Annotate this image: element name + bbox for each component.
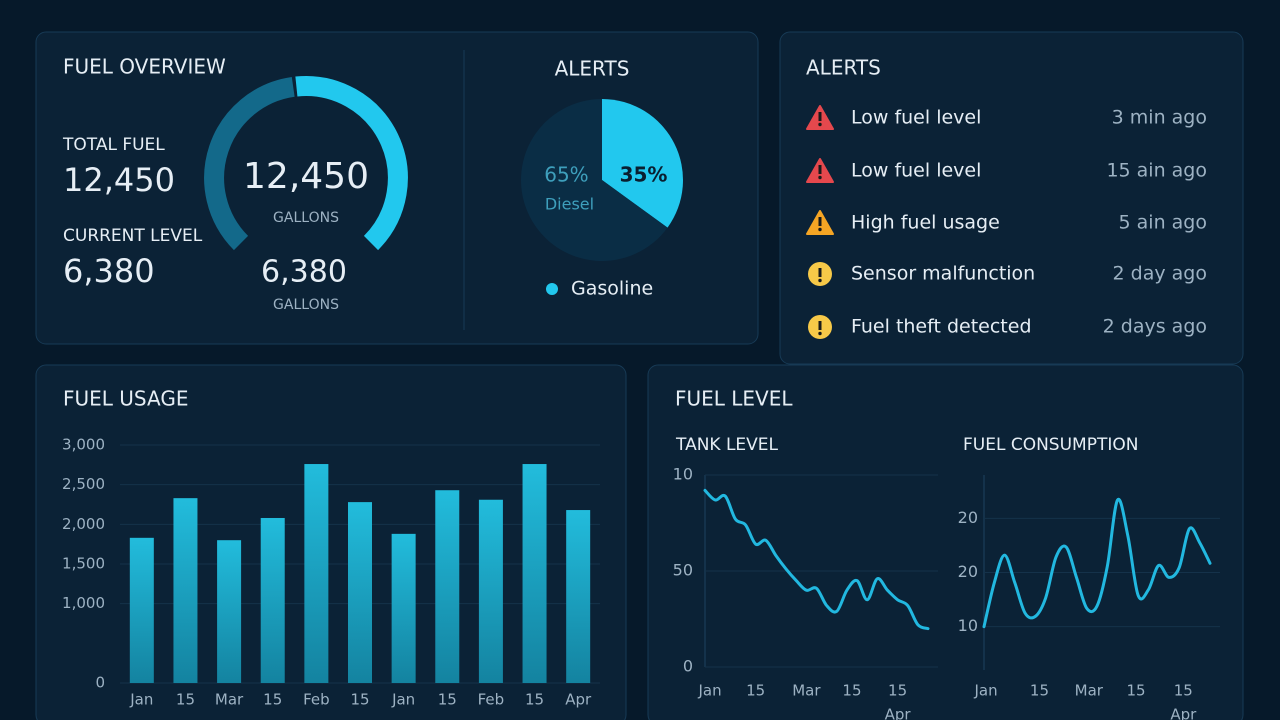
panel-title: FUEL USAGE bbox=[63, 387, 188, 411]
alert-icon-mark bbox=[818, 217, 822, 226]
stat-value: 6,380 bbox=[63, 252, 155, 290]
y-tick-label: 1,000 bbox=[62, 594, 105, 612]
x-tick-label: Apr bbox=[565, 691, 592, 709]
x-tick-label: 15 bbox=[525, 691, 544, 709]
y-tick-label: 10 bbox=[958, 616, 978, 635]
alert-icon-mark bbox=[818, 227, 822, 232]
x-tick-label: Feb bbox=[478, 691, 505, 709]
x-tick-label: Feb bbox=[303, 691, 330, 709]
alert-time: 3 min ago bbox=[1112, 107, 1207, 129]
x-tick-label: 15 bbox=[176, 691, 195, 709]
alert-text: High fuel usage bbox=[851, 212, 1000, 234]
y-tick-label: 20 bbox=[958, 562, 978, 581]
gauge-unit: GALLONS bbox=[273, 297, 339, 313]
bar bbox=[435, 490, 460, 683]
line-series bbox=[703, 488, 930, 631]
y-tick-label: 10 bbox=[673, 465, 693, 484]
gauge-sub-value: 6,380 bbox=[261, 255, 347, 290]
alert-icon-mark bbox=[818, 175, 822, 180]
bar bbox=[348, 502, 372, 683]
alert-text: Low fuel level bbox=[851, 160, 981, 182]
bar bbox=[129, 537, 154, 683]
x-tick-label: Mar bbox=[792, 682, 821, 700]
alert-time: 2 days ago bbox=[1103, 316, 1207, 338]
alert-icon-mark bbox=[818, 321, 822, 330]
x-tick-label: 15 bbox=[842, 682, 861, 700]
stat-value: 12,450 bbox=[63, 161, 175, 199]
x-tick-label: Mar bbox=[215, 691, 244, 709]
slice-label: 65% bbox=[544, 163, 588, 187]
gauge-arc bbox=[204, 77, 295, 251]
y-tick-label: 0 bbox=[95, 674, 105, 692]
x-tick-label: 15 bbox=[888, 682, 907, 700]
alert-icon-mark bbox=[818, 122, 822, 127]
y-tick-label: 20 bbox=[958, 508, 978, 527]
panel-title: ALERTS bbox=[806, 56, 881, 80]
y-tick-label: 50 bbox=[673, 561, 693, 580]
pie-slice bbox=[602, 99, 683, 228]
y-tick-label: 2,000 bbox=[62, 515, 105, 533]
x-tick-label: Mar bbox=[1075, 682, 1104, 700]
x-tick-label: Apr bbox=[885, 706, 912, 720]
chart-title: FUEL CONSUMPTION bbox=[963, 435, 1138, 455]
bar bbox=[566, 510, 591, 683]
alert-text: Low fuel level bbox=[851, 107, 981, 129]
x-tick-label: 15 bbox=[1174, 682, 1193, 700]
alert-icon-mark bbox=[818, 331, 822, 336]
alerts-panel bbox=[779, 31, 1244, 365]
slice-label: 35% bbox=[620, 162, 668, 186]
bar bbox=[173, 498, 198, 683]
stat-label: CURRENT LEVEL bbox=[63, 226, 203, 246]
x-tick-label: 15 bbox=[1126, 682, 1145, 700]
alert-text: Sensor malfunction bbox=[851, 263, 1035, 285]
alert-time: 5 ain ago bbox=[1119, 212, 1207, 234]
alert-icon-mark bbox=[818, 112, 822, 121]
legend-swatch bbox=[546, 283, 558, 295]
x-tick-label: Jan bbox=[391, 691, 415, 709]
bar bbox=[391, 533, 416, 683]
gauge-arc bbox=[295, 76, 408, 251]
legend-label: Gasoline bbox=[571, 278, 653, 300]
line-series bbox=[982, 497, 1212, 629]
x-tick-label: 15 bbox=[438, 691, 457, 709]
alert-text: Fuel theft detected bbox=[851, 316, 1032, 338]
panel-title: FUEL LEVEL bbox=[675, 387, 793, 411]
pie-slice bbox=[521, 99, 668, 261]
alert-icon-mark bbox=[818, 278, 822, 283]
x-tick-label: Jan bbox=[698, 682, 722, 700]
x-tick-label: Jan bbox=[129, 691, 153, 709]
x-tick-label: 15 bbox=[1030, 682, 1049, 700]
gauge-value: 12,450 bbox=[243, 156, 369, 197]
bar bbox=[478, 499, 503, 683]
y-tick-label: 0 bbox=[683, 657, 693, 676]
slice-name: Diesel bbox=[545, 195, 594, 214]
y-tick-label: 3,000 bbox=[62, 436, 105, 454]
bar bbox=[260, 517, 285, 683]
chart-title: TANK LEVEL bbox=[675, 435, 779, 455]
gauge-unit: GALLONS bbox=[273, 210, 339, 226]
x-tick-label: 15 bbox=[350, 691, 369, 709]
alert-icon-mark bbox=[818, 165, 822, 174]
level-panel bbox=[647, 364, 1244, 720]
x-tick-label: 15 bbox=[746, 682, 765, 700]
bar bbox=[522, 464, 547, 683]
alert-time: 15 ain ago bbox=[1106, 160, 1207, 182]
x-tick-label: Jan bbox=[973, 682, 997, 700]
x-tick-label: Apr bbox=[1170, 706, 1197, 720]
alert-time: 2 day ago bbox=[1113, 263, 1207, 285]
panel-title: FUEL OVERVIEW bbox=[63, 55, 226, 79]
alert-icon-mark bbox=[818, 268, 822, 277]
stat-label: TOTAL FUEL bbox=[62, 135, 165, 155]
bar bbox=[304, 464, 329, 683]
bar bbox=[217, 540, 242, 683]
y-tick-label: 1,500 bbox=[62, 555, 105, 573]
x-tick-label: 15 bbox=[263, 691, 282, 709]
chart-title: ALERTS bbox=[555, 57, 630, 81]
y-tick-label: 2,500 bbox=[62, 475, 105, 493]
